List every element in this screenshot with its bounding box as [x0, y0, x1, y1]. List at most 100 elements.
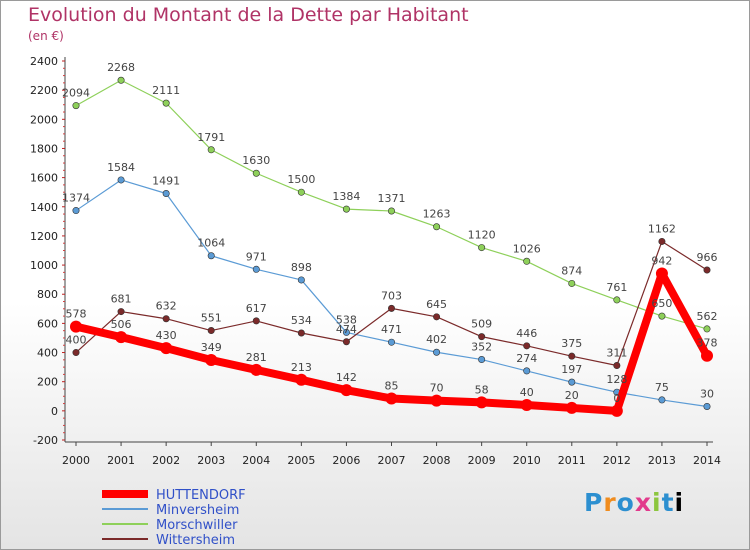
x-tick-label: 2003 [197, 454, 225, 467]
data-point-morschwiller [342, 205, 350, 213]
data-label-minversheim: 75 [655, 381, 669, 394]
data-label-huttendorf: 58 [475, 383, 489, 396]
data-label-minversheim: 1584 [107, 161, 135, 174]
y-tick-label: 0 [51, 405, 58, 418]
data-label-minversheim: 1064 [197, 237, 225, 250]
data-point-wittersheim [478, 333, 486, 341]
legend-label-huttendorf: HUTTENDORF [156, 488, 246, 503]
data-label-huttendorf: 378 [697, 337, 718, 350]
data-label-wittersheim: 534 [291, 314, 312, 327]
x-tick-label: 2002 [152, 454, 180, 467]
y-tick-label: 1200 [30, 230, 58, 243]
y-tick-label: 800 [37, 288, 58, 301]
data-point-huttendorf [610, 404, 623, 417]
data-label-huttendorf: 85 [385, 379, 399, 392]
data-point-morschwiller [72, 102, 80, 110]
x-tick-label: 2011 [558, 454, 586, 467]
data-point-morschwiller [252, 169, 260, 177]
data-label-morschwiller: 2094 [62, 87, 90, 100]
data-point-wittersheim [252, 317, 260, 325]
data-label-morschwiller: 1120 [468, 229, 496, 242]
data-label-wittersheim: 400 [66, 334, 87, 347]
data-point-minversheim [523, 367, 531, 375]
data-point-morschwiller [433, 223, 441, 231]
data-point-minversheim [342, 328, 350, 336]
data-point-huttendorf [701, 349, 713, 362]
data-label-minversheim: 1374 [62, 192, 90, 205]
data-label-wittersheim: 966 [697, 251, 718, 264]
data-label-minversheim: 197 [561, 363, 582, 376]
y-tick-label: 1000 [30, 259, 58, 272]
data-label-minversheim: 352 [471, 341, 492, 354]
data-label-minversheim: 538 [336, 313, 357, 326]
data-point-morschwiller [703, 325, 711, 333]
data-label-wittersheim: 446 [516, 327, 537, 340]
x-tick-label: 2006 [332, 454, 360, 467]
data-label-morschwiller: 562 [697, 310, 718, 323]
data-point-huttendorf [520, 399, 533, 412]
y-tick-label: 200 [37, 376, 58, 389]
data-label-morschwiller: 1371 [378, 192, 406, 205]
x-tick-label: 2000 [62, 454, 90, 467]
data-point-wittersheim [703, 266, 711, 274]
data-label-wittersheim: 703 [381, 289, 402, 302]
data-label-wittersheim: 375 [561, 337, 582, 350]
data-label-minversheim: 402 [426, 333, 447, 346]
data-point-morschwiller [568, 279, 576, 287]
x-tick-label: 2005 [287, 454, 315, 467]
y-tick-label: 600 [37, 317, 58, 330]
data-label-huttendorf: 430 [156, 329, 177, 342]
data-point-wittersheim [117, 308, 125, 316]
data-label-morschwiller: 2111 [152, 84, 180, 97]
data-point-minversheim [117, 176, 125, 184]
data-point-minversheim [433, 348, 441, 356]
data-label-minversheim: 971 [246, 250, 267, 263]
data-point-minversheim [568, 378, 576, 386]
x-tick-label: 2009 [468, 454, 496, 467]
data-label-wittersheim: 617 [246, 302, 267, 315]
data-label-wittersheim: 681 [111, 293, 132, 306]
data-label-huttendorf: 20 [565, 389, 579, 402]
data-label-huttendorf: 578 [66, 308, 87, 321]
x-tick-label: 2014 [693, 454, 721, 467]
data-label-minversheim: 898 [291, 261, 312, 274]
y-tick-label: -200 [33, 434, 58, 447]
data-point-minversheim [162, 190, 170, 198]
data-label-wittersheim: 474 [336, 323, 357, 336]
data-point-huttendorf [430, 394, 443, 407]
data-label-wittersheim: 509 [471, 318, 492, 331]
data-label-morschwiller: 1500 [287, 173, 315, 186]
data-label-morschwiller: 1263 [423, 208, 451, 221]
data-label-huttendorf: 70 [430, 382, 444, 395]
legend-label-minversheim: Minversheim [156, 503, 239, 518]
y-tick-label: 400 [37, 347, 58, 360]
data-point-wittersheim [162, 315, 170, 323]
data-point-huttendorf [475, 396, 488, 409]
y-tick-label: 1600 [30, 172, 58, 185]
data-point-huttendorf [340, 384, 353, 397]
data-label-minversheim: 128 [606, 373, 627, 386]
data-point-morschwiller [478, 244, 486, 252]
brand-logo: Proxiti [584, 488, 685, 517]
data-label-morschwiller: 874 [561, 264, 582, 277]
y-tick-label: 2400 [30, 55, 58, 68]
data-point-morschwiller [658, 312, 666, 320]
data-label-morschwiller: 1026 [513, 242, 541, 255]
y-tick-label: 2000 [30, 113, 58, 126]
y-tick-label: 1400 [30, 201, 58, 214]
data-label-huttendorf: 506 [111, 318, 132, 331]
data-label-morschwiller: 1791 [197, 131, 225, 144]
data-point-morschwiller [297, 188, 305, 196]
data-point-morschwiller [613, 296, 621, 304]
x-tick-label: 2001 [107, 454, 135, 467]
x-tick-label: 2013 [648, 454, 676, 467]
data-label-morschwiller: 1384 [332, 190, 360, 203]
data-label-wittersheim: 311 [606, 347, 627, 360]
data-label-huttendorf: 40 [520, 386, 534, 399]
y-tick-label: 1800 [30, 142, 58, 155]
data-point-huttendorf [250, 363, 263, 376]
data-label-huttendorf: 349 [201, 341, 222, 354]
data-point-wittersheim [387, 304, 395, 312]
chart-unit-subtitle: (en €) [28, 29, 64, 43]
